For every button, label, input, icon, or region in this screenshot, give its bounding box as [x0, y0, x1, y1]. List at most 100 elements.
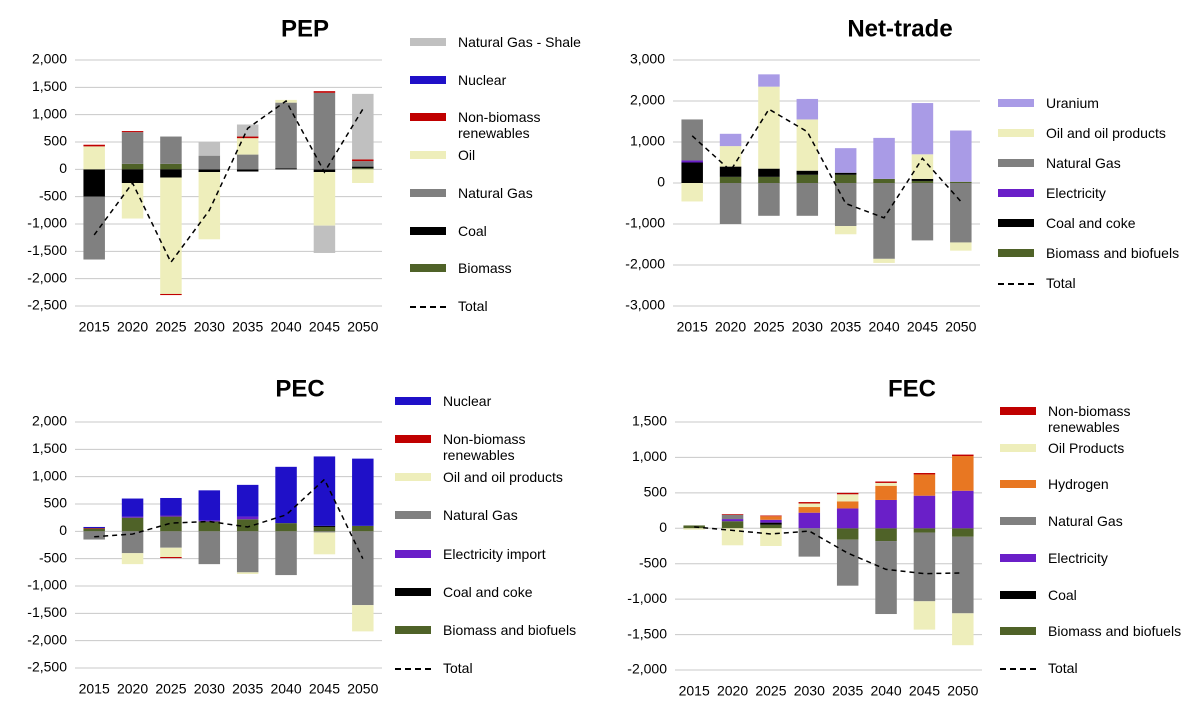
legend-label: Electricity [1046, 185, 1106, 201]
bar-segment [83, 169, 105, 197]
legend-swatch [1000, 480, 1036, 489]
y-tick-label: 2,000 [32, 51, 67, 67]
bar-segment [313, 526, 336, 532]
bar-segment [719, 166, 742, 177]
x-tick-label: 2040 [870, 683, 901, 699]
chart-title: Net-trade [847, 15, 952, 42]
legend-label: Total [1048, 660, 1078, 676]
y-tick-label: 1,500 [632, 413, 667, 429]
legend-label: Total [458, 298, 488, 314]
bar-segment [875, 541, 897, 615]
legend-swatch [410, 38, 446, 46]
legend-item: Biomass and biofuels [1000, 623, 1200, 639]
bar-segment [160, 497, 182, 516]
bar-segment [198, 172, 221, 240]
legend-label: Biomass and biofuels [1048, 623, 1182, 640]
bar-segment [913, 532, 936, 602]
legend-label: Coal and coke [1046, 215, 1136, 231]
bar-segment [160, 516, 182, 532]
legend-item: Natural Gas [395, 507, 595, 523]
bar-segment [352, 168, 374, 170]
legend-item: Nuclear [410, 72, 610, 88]
bar-segment [873, 137, 895, 179]
legend-swatch [998, 189, 1034, 197]
total-line [94, 478, 364, 559]
bar-segment [873, 258, 895, 263]
bar-segment [313, 532, 336, 555]
legend-item: Nuclear [395, 393, 595, 409]
x-tick-label: 2020 [117, 681, 148, 697]
bar-segment [275, 168, 297, 170]
bar-segment [798, 502, 821, 504]
bar-segment [198, 169, 221, 173]
bar-segment [834, 183, 857, 227]
bar-segment [952, 454, 974, 457]
total-line [694, 526, 963, 575]
bar-segment [352, 605, 374, 632]
y-tick-label: -500 [39, 549, 67, 565]
legend-item: Natural Gas [410, 185, 610, 201]
bar-segment [834, 148, 857, 173]
bar-segment [911, 183, 934, 241]
x-tick-label: 2025 [753, 319, 784, 335]
legend-item: Natural Gas - Shale [410, 34, 610, 50]
bar-segment [121, 183, 144, 219]
x-tick-label: 2035 [830, 319, 861, 335]
bar-segment [275, 102, 297, 169]
bar-segment [721, 514, 744, 515]
legend-swatch [395, 668, 431, 670]
chart-title: PEP [281, 15, 329, 42]
legend-item: Biomass and biofuels [998, 245, 1198, 261]
bar-segment [796, 170, 819, 175]
y-tick-label: -500 [639, 554, 667, 570]
bar-segment [121, 517, 144, 532]
y-tick-label: -1,000 [625, 215, 665, 231]
bar-segment [952, 613, 974, 646]
bar-segment [911, 103, 934, 155]
bar-segment [952, 456, 974, 491]
bar-segment [834, 174, 857, 183]
y-tick-label: -1,000 [27, 577, 67, 593]
bar-segment [721, 528, 744, 546]
legend-swatch [998, 249, 1034, 257]
y-tick-label: -1,500 [627, 625, 667, 641]
y-tick-label: 3,000 [630, 51, 665, 67]
bar-segment [198, 520, 221, 522]
bar-segment [950, 130, 972, 182]
bar-segment [798, 507, 821, 513]
chart-title: FEC [888, 375, 936, 402]
legend-swatch [1000, 590, 1036, 599]
bar-segment [721, 514, 744, 520]
bar-segment [758, 86, 780, 169]
x-tick-label: 2015 [79, 681, 110, 697]
x-tick-label: 2035 [832, 683, 863, 699]
bar-segment [950, 181, 972, 183]
bar-segment [758, 176, 780, 183]
bar-segment [198, 142, 221, 156]
bar-segment [313, 91, 336, 93]
legend-swatch [1000, 517, 1036, 526]
bar-segment [875, 485, 897, 500]
bar-segment [236, 136, 259, 139]
bar-segment [83, 146, 105, 170]
bar-segment [236, 572, 259, 574]
legend-item: Coal [410, 223, 610, 239]
legend-swatch [410, 226, 446, 235]
y-tick-label: -2,000 [27, 631, 67, 647]
bar-segment [160, 531, 182, 548]
bar-segment [121, 169, 144, 183]
bar-segment [758, 74, 780, 87]
legend-swatch [1000, 407, 1036, 415]
bar-segment [121, 531, 144, 554]
bar-segment [236, 154, 259, 170]
y-tick-label: -1,500 [27, 604, 67, 620]
legend-item: Uranium [998, 95, 1198, 111]
y-tick-label: -2,500 [27, 659, 67, 675]
bar-segment [83, 526, 105, 529]
legend-label: Oil and oil products [1046, 125, 1166, 141]
bar-segment [313, 172, 336, 226]
bar-segment [683, 528, 705, 530]
bar-segment [313, 456, 336, 526]
